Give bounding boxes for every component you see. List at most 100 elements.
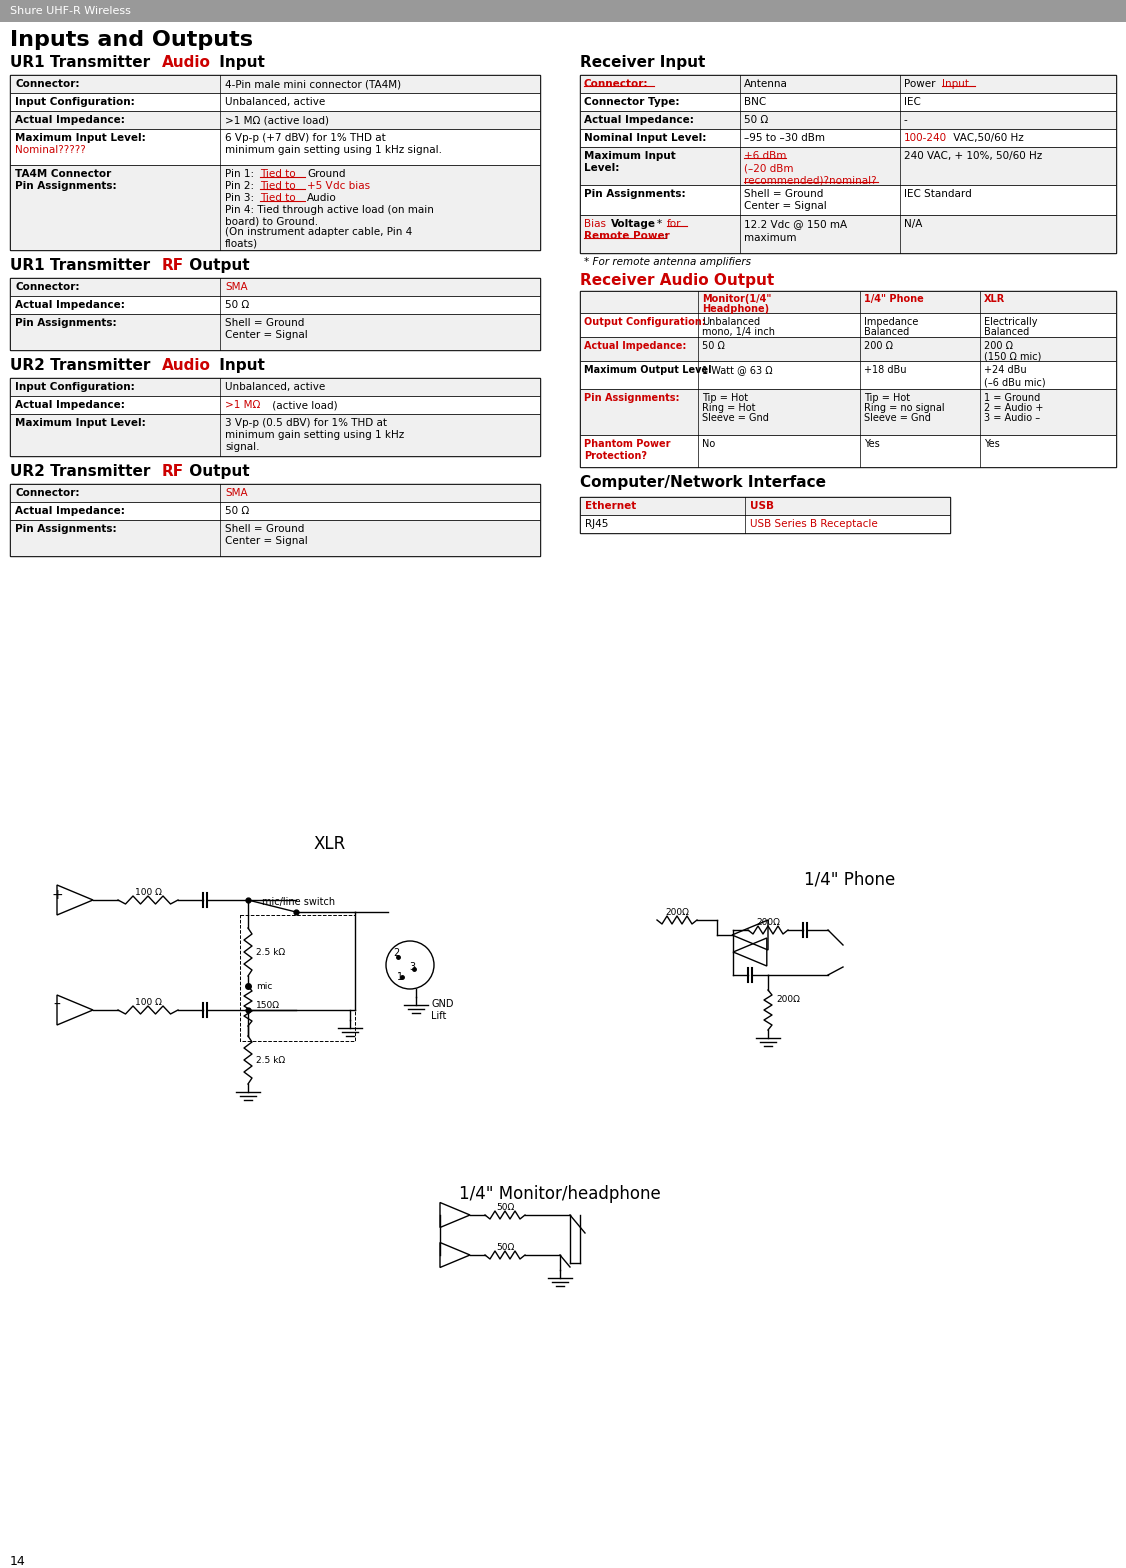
Text: Level:: Level: (584, 163, 619, 172)
Text: Tied to: Tied to (260, 180, 296, 191)
Bar (580, 147, 1116, 185)
Text: 4-Pin male mini connector (TA4M): 4-Pin male mini connector (TA4M) (225, 78, 401, 89)
Text: Pin Assignments:: Pin Assignments: (15, 524, 117, 535)
Text: Connector:: Connector: (15, 488, 80, 499)
Text: Ring = Hot: Ring = Hot (701, 403, 756, 412)
Bar (10, 378, 540, 456)
Text: maximum: maximum (744, 234, 796, 243)
Text: USB: USB (750, 502, 774, 511)
Text: Balanced: Balanced (984, 328, 1029, 337)
Text: 50Ω: 50Ω (495, 1203, 515, 1212)
Text: 100 Ω: 100 Ω (135, 997, 161, 1007)
Text: Sleeve = Gnd: Sleeve = Gnd (864, 412, 931, 423)
Bar (580, 215, 1116, 252)
Text: N/A: N/A (904, 220, 922, 229)
Text: Nominal?????: Nominal????? (15, 144, 86, 155)
Text: Connector:: Connector: (15, 282, 80, 292)
Text: SMA: SMA (225, 488, 248, 499)
Text: 2.5 kΩ: 2.5 kΩ (256, 1055, 285, 1065)
Text: IEC Standard: IEC Standard (904, 190, 972, 199)
Text: minimum gain setting using 1 kHz signal.: minimum gain setting using 1 kHz signal. (225, 144, 443, 155)
Bar (10, 502, 540, 521)
Text: Tip = Hot: Tip = Hot (701, 394, 748, 403)
Text: Computer/Network Interface: Computer/Network Interface (580, 475, 826, 491)
Text: Connector:: Connector: (15, 78, 80, 89)
Text: 14: 14 (10, 1555, 26, 1568)
Bar (580, 185, 1116, 215)
Text: Maximum Output Level: Maximum Output Level (584, 365, 712, 375)
Text: Center = Signal: Center = Signal (225, 536, 307, 546)
Text: Pin 1:: Pin 1: (225, 169, 258, 179)
Text: +5 V: +5 V (307, 180, 332, 191)
Text: Shell = Ground: Shell = Ground (225, 524, 304, 535)
Text: (–6 dBu mic): (–6 dBu mic) (984, 376, 1046, 387)
Text: minimum gain setting using 1 kHz: minimum gain setting using 1 kHz (225, 430, 404, 441)
Bar (580, 337, 1116, 361)
Text: 100-240: 100-240 (904, 133, 947, 143)
Text: 50Ω: 50Ω (495, 1243, 515, 1251)
Text: Actual Impedance:: Actual Impedance: (584, 114, 694, 125)
Text: (150 Ω mic): (150 Ω mic) (984, 351, 1042, 361)
Text: Output: Output (184, 464, 250, 478)
Bar (580, 75, 1116, 93)
Text: Impedance: Impedance (864, 317, 919, 328)
Text: 200 Ω: 200 Ω (864, 340, 893, 351)
Bar (10, 129, 540, 165)
Bar (10, 93, 540, 111)
Text: Ground: Ground (307, 169, 346, 179)
Text: 1/4" Phone: 1/4" Phone (864, 295, 923, 304)
Text: 50 Ω: 50 Ω (744, 114, 768, 125)
Bar (240, 916, 355, 1041)
Text: +24 dBu: +24 dBu (984, 365, 1027, 375)
Text: Pin Assignments:: Pin Assignments: (584, 394, 679, 403)
Text: (On instrument adapter cable, Pin 4: (On instrument adapter cable, Pin 4 (225, 227, 412, 237)
Text: 150Ω: 150Ω (256, 1000, 280, 1010)
Text: mic: mic (256, 982, 272, 991)
Text: Input Configuration:: Input Configuration: (15, 383, 135, 392)
Text: 50 Ω: 50 Ω (701, 340, 725, 351)
Text: SMA: SMA (225, 282, 248, 292)
Text: 1 = Ground: 1 = Ground (984, 394, 1040, 403)
Text: Connector:: Connector: (584, 78, 649, 89)
Text: +: + (51, 887, 63, 902)
Text: Actual Impedance:: Actual Impedance: (15, 299, 125, 310)
Text: Unbalanced: Unbalanced (701, 317, 760, 328)
Text: (active load): (active load) (269, 400, 338, 409)
Text: Tied to: Tied to (260, 169, 296, 179)
Text: BNC: BNC (744, 97, 767, 107)
Bar (580, 111, 1116, 129)
Text: Nominal Input Level:: Nominal Input Level: (584, 133, 706, 143)
Text: Yes: Yes (864, 439, 879, 448)
Text: +6 dBm: +6 dBm (744, 151, 786, 162)
Text: Headphone): Headphone) (701, 304, 769, 314)
Text: UR2 Transmitter: UR2 Transmitter (10, 358, 155, 373)
Text: Power: Power (904, 78, 939, 89)
Bar (0, 0, 1126, 22)
Text: Pin Assignments:: Pin Assignments: (584, 190, 686, 199)
Text: +18 dBu: +18 dBu (864, 365, 906, 375)
Text: 200 Ω: 200 Ω (984, 340, 1013, 351)
Text: Sleeve = Gnd: Sleeve = Gnd (701, 412, 769, 423)
Text: Protection?: Protection? (584, 452, 647, 461)
Text: mic/line switch: mic/line switch (262, 897, 336, 906)
Text: Actual Impedance:: Actual Impedance: (15, 506, 125, 516)
Text: recommended)?nominal?: recommended)?nominal? (744, 176, 877, 185)
Text: 3: 3 (409, 963, 415, 972)
Text: Shell = Ground: Shell = Ground (744, 190, 823, 199)
Text: Input: Input (214, 358, 265, 373)
Text: Antenna: Antenna (744, 78, 788, 89)
Text: RF: RF (162, 464, 185, 478)
Text: Ethernet: Ethernet (586, 502, 636, 511)
Bar (580, 361, 1116, 389)
Text: Output Configuration:: Output Configuration: (584, 317, 706, 328)
Bar (10, 278, 540, 296)
Text: for: for (667, 220, 681, 229)
Text: VAC,50/60 Hz: VAC,50/60 Hz (950, 133, 1024, 143)
Text: Actual Impedance:: Actual Impedance: (15, 400, 125, 409)
Bar (10, 111, 540, 129)
Text: –: – (54, 997, 61, 1011)
Text: *: * (656, 220, 665, 229)
Text: Pin 2:: Pin 2: (225, 180, 258, 191)
Bar (580, 129, 1116, 147)
Text: Input Configuration:: Input Configuration: (15, 97, 135, 107)
